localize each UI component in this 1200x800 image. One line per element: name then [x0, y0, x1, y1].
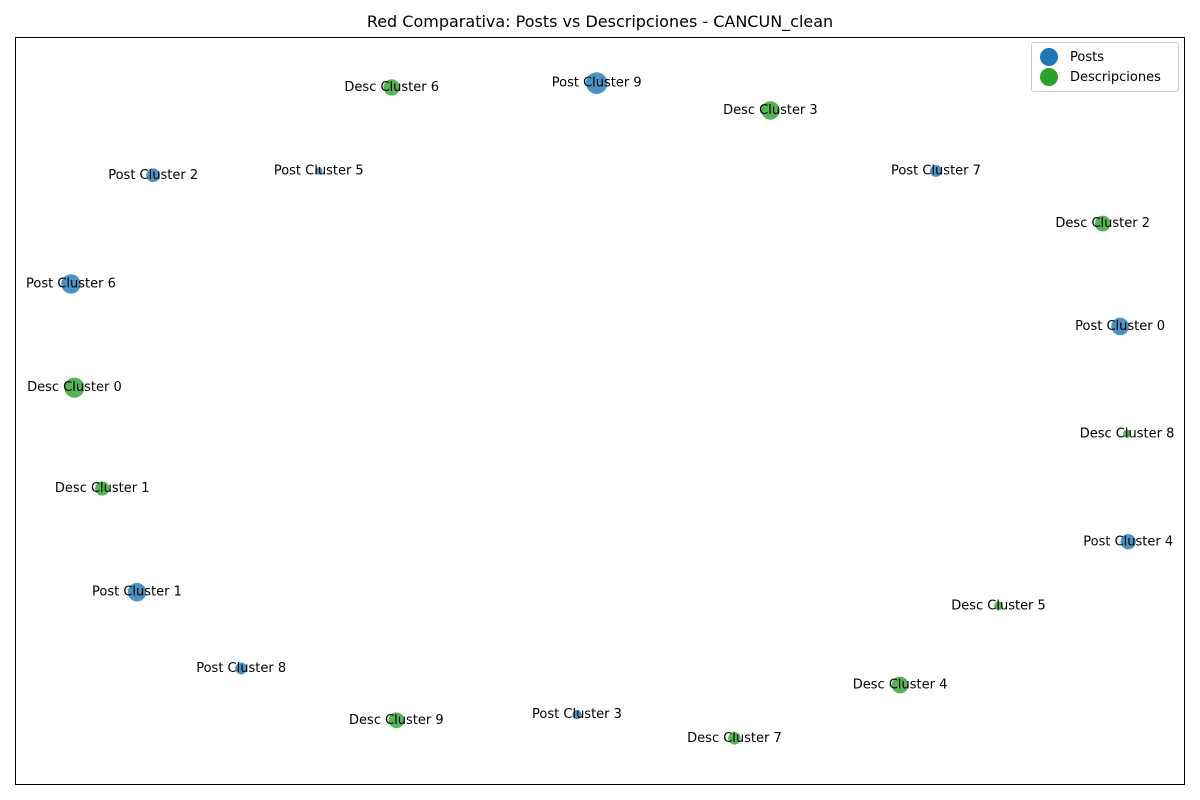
data-point [383, 79, 400, 96]
plot-area-frame [15, 37, 1185, 785]
point-label: Desc Cluster 1 [55, 481, 150, 496]
point-label: Post Cluster 8 [196, 661, 286, 676]
labels-layer: Post Cluster 9 Post Cluster 2 Post Cluster… [26, 76, 1174, 746]
data-point [315, 167, 323, 175]
data-point [728, 732, 741, 745]
data-point [1111, 317, 1129, 336]
data-point [585, 72, 608, 94]
point-label: Desc Cluster 3 [723, 103, 818, 118]
data-point [146, 168, 161, 183]
point-label: Desc Cluster 9 [349, 713, 444, 728]
data-point [1123, 429, 1132, 438]
point-label: Desc Cluster 8 [1080, 426, 1175, 441]
data-point [1120, 534, 1136, 550]
data-point [388, 712, 405, 729]
data-point [572, 709, 582, 720]
data-point [891, 676, 909, 694]
point-label: Desc Cluster 4 [853, 678, 948, 693]
point-label: Post Cluster 0 [1075, 319, 1165, 334]
legend-marker-posts [1040, 48, 1058, 66]
point-label: Post Cluster 2 [108, 168, 198, 183]
point-label: Desc Cluster 6 [344, 80, 439, 95]
data-point [61, 274, 81, 294]
data-point [930, 165, 942, 177]
legend-entry-descripciones: Descripciones [1040, 68, 1161, 86]
point-label: Post Cluster 4 [1083, 534, 1173, 549]
point-label: Desc Cluster 2 [1055, 216, 1150, 231]
data-point [1094, 215, 1111, 232]
legend-label-posts: Posts [1070, 49, 1104, 65]
data-point [235, 662, 248, 675]
point-label: Post Cluster 5 [274, 163, 364, 178]
point-label: Desc Cluster 0 [27, 380, 122, 395]
legend-label-descripciones: Descripciones [1070, 69, 1161, 85]
point-label: Post Cluster 9 [552, 76, 642, 91]
point-label: Post Cluster 6 [26, 277, 116, 292]
point-label: Desc Cluster 7 [687, 731, 782, 746]
data-point [994, 601, 1003, 611]
point-label: Post Cluster 3 [532, 707, 622, 722]
data-point [127, 582, 147, 602]
point-label: Desc Cluster 5 [951, 598, 1046, 613]
legend: Posts Descripciones [1031, 42, 1179, 92]
chart-title: Red Comparativa: Posts vs Descripciones … [366, 12, 834, 31]
point-label: Post Cluster 7 [891, 163, 981, 178]
points-layer [61, 72, 1136, 745]
legend-marker-descripciones [1040, 68, 1058, 86]
data-point [95, 481, 110, 496]
point-label: Post Cluster 1 [92, 585, 182, 600]
legend-entry-posts: Posts [1040, 48, 1104, 66]
data-point [64, 377, 85, 398]
data-point [761, 101, 780, 120]
